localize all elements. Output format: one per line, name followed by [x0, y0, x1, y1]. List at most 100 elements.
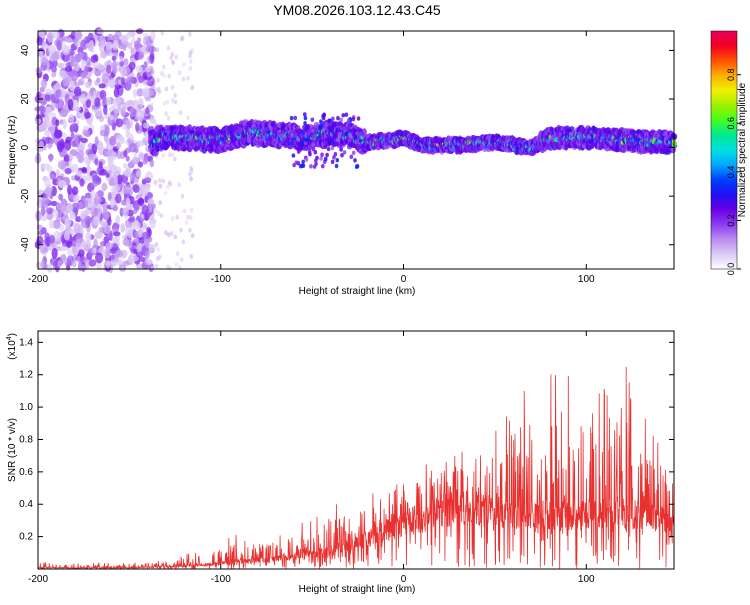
spectrogram-cell: [105, 259, 111, 269]
spectrogram-cell: [109, 135, 117, 146]
spectrogram-cell: [135, 170, 141, 178]
spectrogram-cell: [98, 45, 105, 53]
spectrogram-cell: [189, 166, 193, 172]
spectrogram-cell: [179, 227, 183, 233]
spectrogram-cell: [80, 210, 86, 220]
spectrogram-cell: [98, 83, 106, 89]
spectrogram-cell: [111, 55, 117, 61]
spectrogram-cell: [101, 182, 108, 192]
spectrogram-cell: [103, 212, 110, 221]
spectrogram-cell: [66, 37, 73, 43]
spectrogram-cell: [352, 143, 356, 148]
spectrogram-cell: [101, 72, 110, 84]
spectrogram-cell: [165, 184, 170, 190]
spectrogram-cell: [320, 164, 325, 169]
spectrogram-cell: [52, 209, 59, 218]
spectrogram-cell: [58, 193, 64, 201]
spectrogram-cell: [94, 158, 99, 166]
spectrogram-cell: [116, 150, 122, 160]
spectrogram-cell: [122, 43, 127, 51]
spectrogram-cell: [123, 58, 129, 66]
spectrogram-cell: [80, 265, 87, 271]
spectrogram-cell: [63, 103, 69, 111]
spectrogram-cell: [162, 64, 166, 70]
spectrogram-cell: [185, 214, 190, 220]
spectrogram-cell: [128, 217, 135, 223]
spectrogram-cell: [319, 156, 323, 161]
spectrogram-cell: [330, 145, 335, 151]
spectrogram-cell: [125, 155, 130, 162]
spectrogram-cell: [107, 157, 114, 168]
spectrogram-cell: [99, 220, 105, 226]
spectrogram-cell: [323, 156, 328, 162]
spectrogram-cell: [182, 208, 187, 214]
spectrogram-cell: [157, 178, 162, 184]
spectrogram-cell: [108, 78, 116, 89]
spectrogram-cell: [72, 259, 77, 268]
snr-ytick-label: 1.0: [19, 402, 33, 413]
spectrogram-cell: [270, 120, 277, 128]
spectrogram-cell: [353, 158, 357, 163]
spectrogram-cell: [311, 142, 315, 147]
spectrogram-cell: [156, 77, 160, 83]
spectrogram-cell: [38, 50, 44, 59]
spectrogram-cell: [70, 60, 79, 67]
spectrogram-cell: [69, 211, 76, 220]
spectrogram-ytick-label: 40: [20, 44, 31, 56]
spectrogram-cell: [128, 76, 134, 83]
spectrogram-cell: [103, 248, 111, 259]
spectrogram-cell: [59, 245, 68, 252]
spectrogram-cell: [109, 114, 115, 121]
spectrogram-cell: [38, 123, 47, 132]
spectrogram-cell: [50, 200, 58, 207]
spectrogram-cell: [325, 152, 329, 158]
spectrogram-cell: [122, 163, 128, 169]
spectrogram-cell: [63, 154, 70, 163]
spectrogram-cell: [105, 172, 110, 178]
spectrogram-cell: [86, 201, 94, 208]
spectrogram-cell: [96, 261, 102, 270]
spectrogram-cell: [356, 116, 361, 121]
spectrogram-cell: [112, 66, 118, 74]
spectrogram-cell: [74, 53, 82, 63]
spectrogram-ytick-label: -40: [20, 237, 31, 252]
spectrogram-cell: [45, 88, 53, 95]
spectrogram-cell: [58, 70, 67, 78]
spectrogram-cell: [59, 109, 68, 118]
spectrogram-cell: [109, 197, 115, 209]
spectrogram-cell: [189, 176, 193, 182]
spectrogram-cell: [154, 180, 158, 186]
spectrogram-cell: [128, 142, 137, 153]
colorbar-label: Normalized spectral amplitude: [737, 82, 748, 217]
spectrogram-cell: [126, 120, 131, 130]
spectrogram-cell: [142, 36, 151, 47]
spectrogram-cell: [320, 152, 324, 157]
spectrogram-cell: [134, 40, 140, 51]
spectrogram-cell: [150, 213, 155, 219]
spectrogram-cell: [335, 141, 340, 147]
spectrogram-cell: [55, 168, 61, 178]
spectrogram-cell: [46, 207, 54, 215]
spectrogram-cell: [137, 161, 144, 168]
spectrogram-cell: [158, 183, 163, 189]
spectrogram-cell: [339, 139, 344, 144]
spectrogram-cell: [64, 66, 73, 72]
spectrogram-cell: [319, 123, 324, 129]
spectrogram-cell: [98, 34, 106, 46]
spectrogram-cell: [165, 99, 170, 105]
colorbar-tick-label: 0.8: [726, 68, 736, 81]
spectrogram-cell: [97, 63, 105, 71]
spectrogram-cell: [161, 178, 166, 184]
spectrogram-cell: [188, 171, 192, 177]
spectrogram-cell: [88, 153, 94, 161]
spectrogram-cell: [112, 231, 121, 237]
spectrogram-cell: [170, 52, 175, 58]
spectrogram-cell: [35, 261, 42, 269]
spectrogram-cell: [173, 156, 177, 162]
spectrogram-cell: [125, 99, 134, 106]
spectrogram-cell: [73, 223, 81, 234]
spectrogram-cell: [161, 152, 166, 158]
spectrogram-cell: [56, 215, 61, 223]
spectrogram-cell: [120, 34, 128, 45]
